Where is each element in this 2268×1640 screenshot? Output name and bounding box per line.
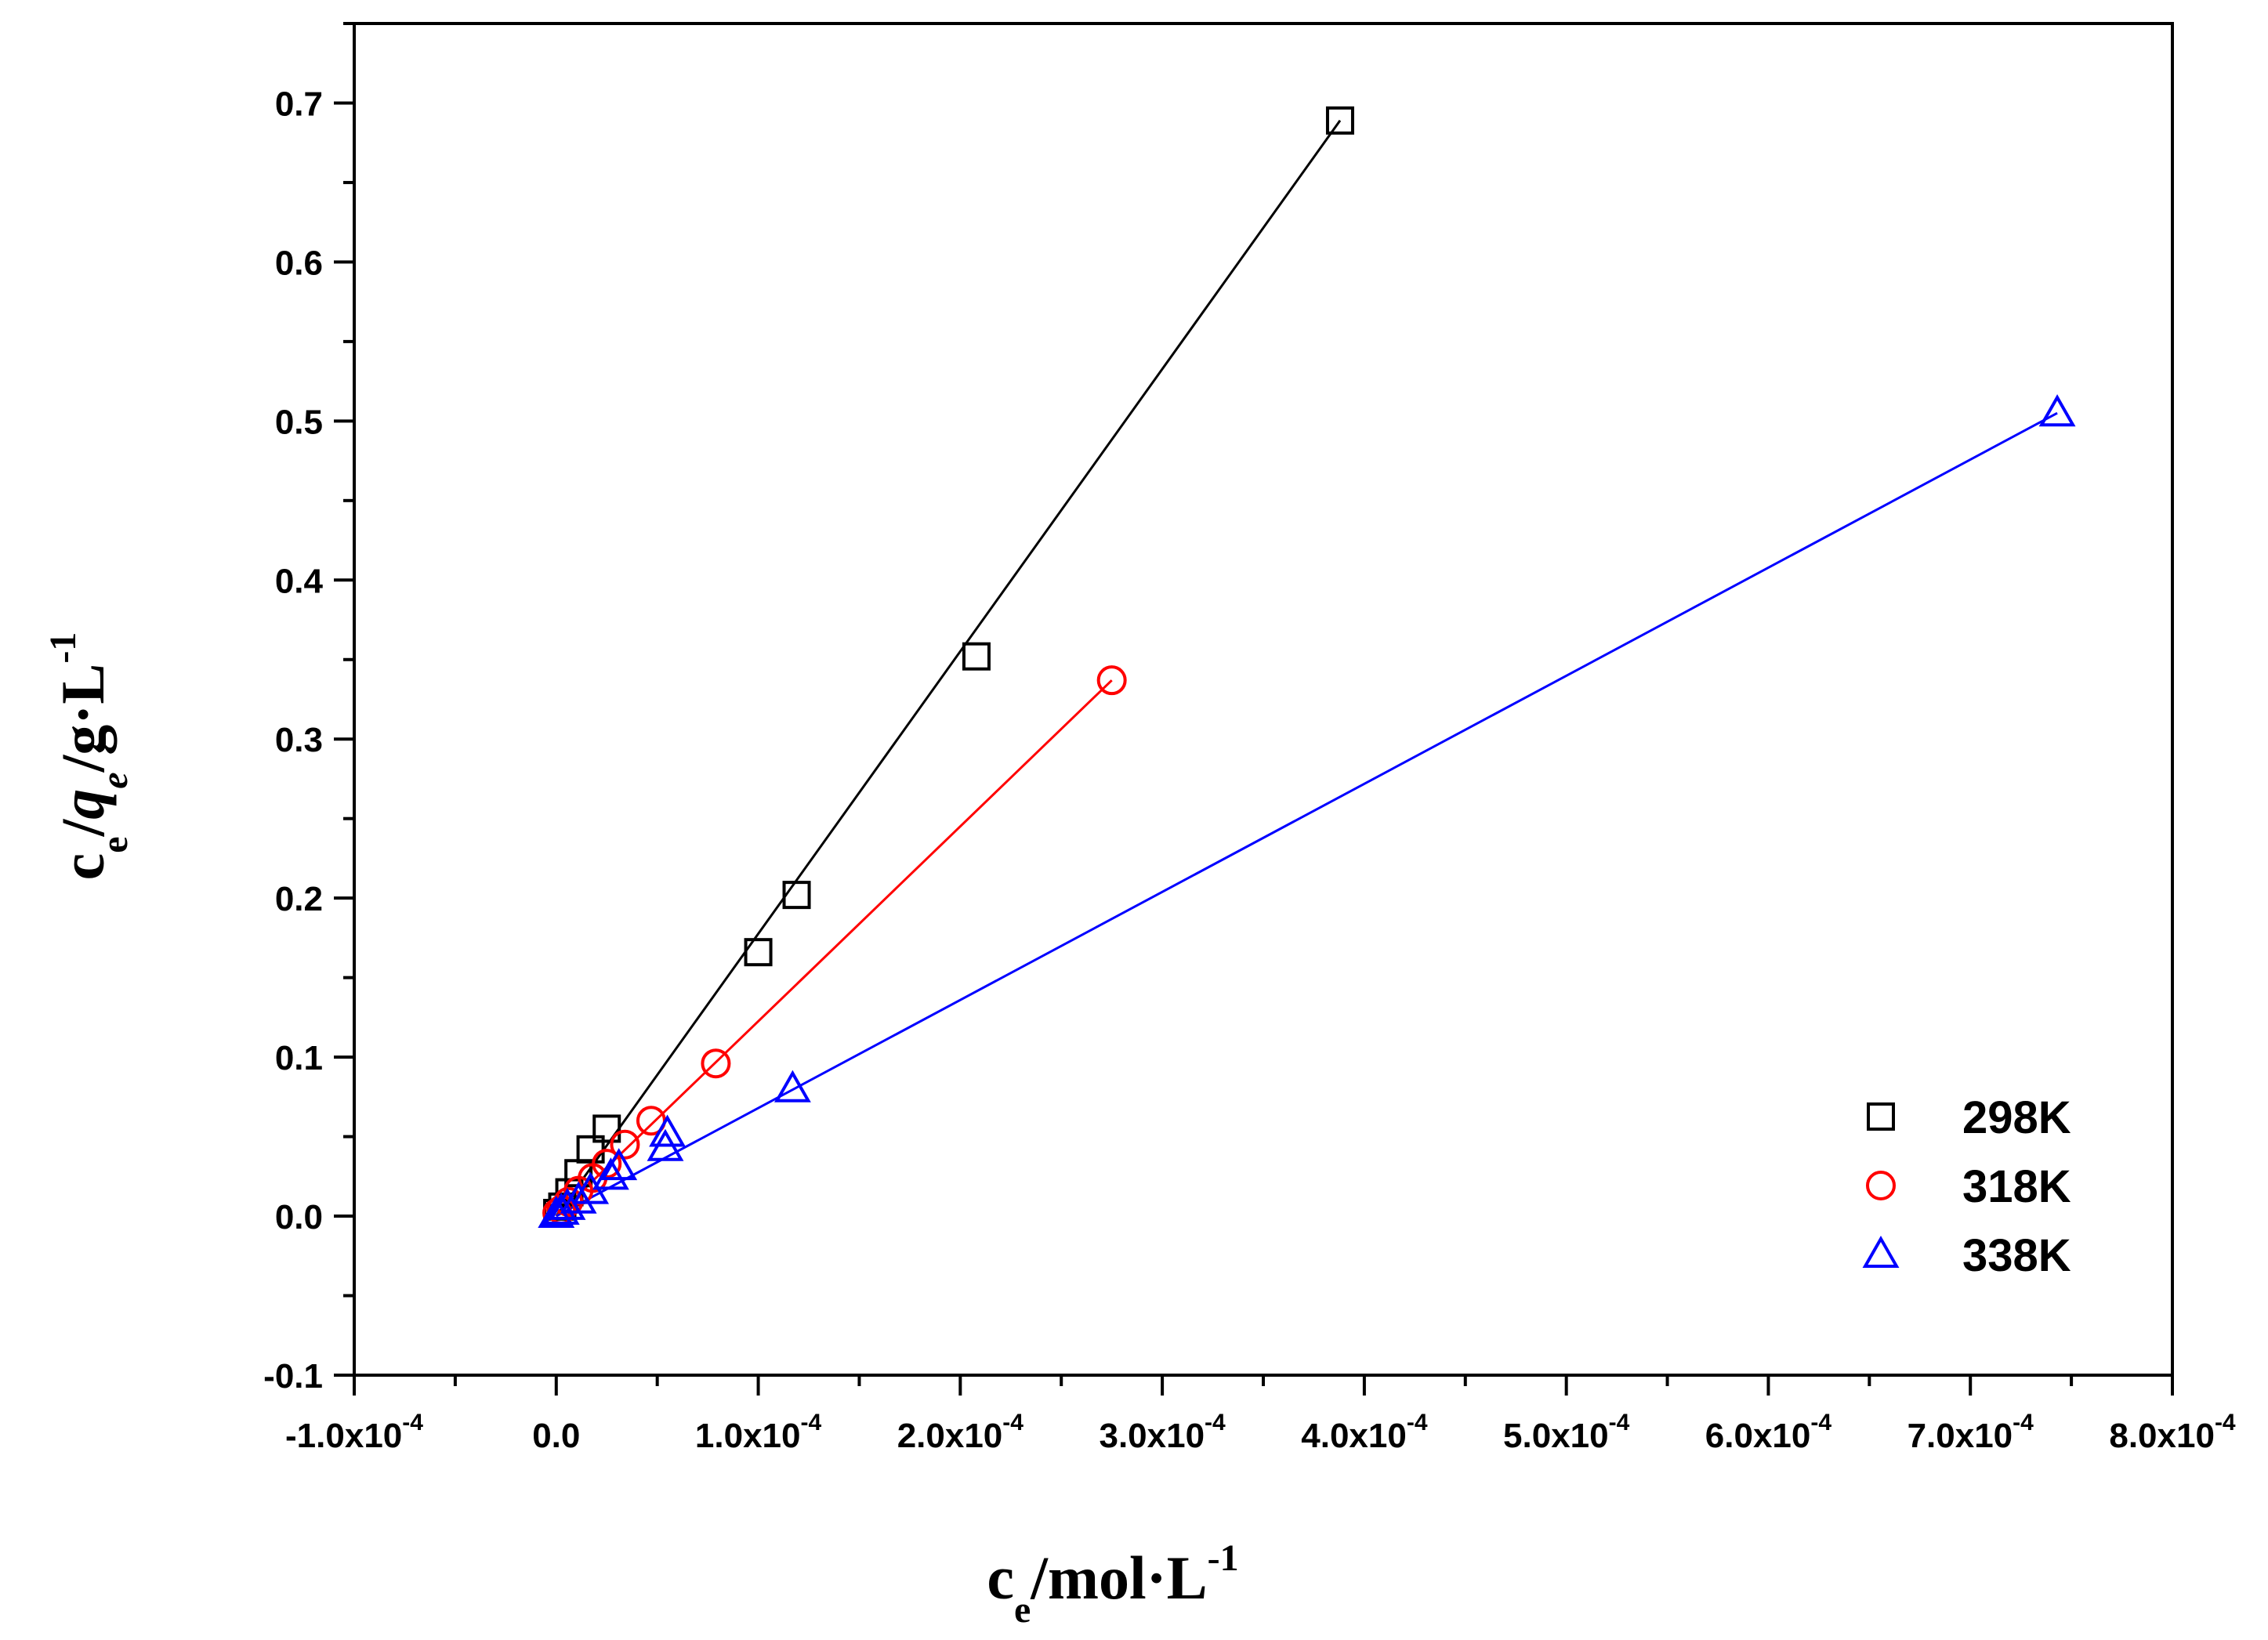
point-318k bbox=[592, 1149, 622, 1179]
y-tick-label: 0.4 bbox=[275, 562, 324, 600]
y-tick-label: 0.6 bbox=[275, 244, 323, 282]
legend-marker-298k bbox=[1867, 1102, 1895, 1131]
x-tick-mantissa: 7.0x10 bbox=[1908, 1417, 2013, 1455]
point-298k bbox=[744, 938, 773, 967]
point-338k bbox=[549, 1187, 586, 1220]
point-318k bbox=[610, 1129, 640, 1160]
y-tick-label: -0.1 bbox=[263, 1357, 323, 1396]
x-tick-mantissa: 2.0x10 bbox=[897, 1417, 1003, 1455]
y-axis-title-qsub: e bbox=[94, 772, 136, 788]
point-338k bbox=[542, 1192, 580, 1225]
x-axis-title-base: c bbox=[987, 1544, 1014, 1612]
x-tick-mantissa: 8.0x10 bbox=[2109, 1417, 2215, 1455]
legend: 298K 318K 338K bbox=[1862, 1092, 2071, 1281]
x-tick-label: 2.0x10-4 bbox=[897, 1410, 1024, 1455]
y-axis-title-mid: / bbox=[49, 818, 117, 837]
y-axis-title-sup: -1 bbox=[42, 632, 84, 664]
legend-label-298k: 298K bbox=[1962, 1092, 2071, 1143]
y-axis-title-sub: e bbox=[94, 836, 136, 853]
point-338k bbox=[774, 1070, 811, 1102]
y-axis-title: ce/qe/g·L-1 bbox=[42, 632, 136, 881]
y-tick-label: 0.7 bbox=[275, 85, 323, 123]
x-tick-label: 0.0 bbox=[532, 1417, 580, 1455]
legend-label-338k: 338K bbox=[1962, 1230, 2071, 1281]
point-338k bbox=[649, 1114, 687, 1147]
point-298k bbox=[782, 881, 811, 910]
x-axis-title-sup: -1 bbox=[1208, 1537, 1239, 1579]
x-tick-label: 8.0x10-4 bbox=[2109, 1410, 2236, 1455]
x-tick-label: 5.0x10-4 bbox=[1503, 1410, 1630, 1455]
x-tick-exponent: -4 bbox=[1810, 1410, 1831, 1435]
x-tick-label: -1.0x10-4 bbox=[285, 1410, 423, 1455]
point-338k bbox=[2038, 394, 2076, 427]
x-axis-title-rest: /mol·L bbox=[1030, 1544, 1207, 1612]
y-axis-title-base: c bbox=[49, 853, 117, 881]
x-axis-ticks: -1.0x10-4 0.0 1.0x10-4 2.0x10-4 3.0x10-4 4.0x… bbox=[285, 1375, 2236, 1455]
y-axis-title-rest: /g·L bbox=[49, 664, 117, 773]
x-tick-exponent: -4 bbox=[2013, 1410, 2034, 1435]
legend-marker-318k bbox=[1866, 1171, 1896, 1200]
point-298k bbox=[962, 642, 991, 671]
y-axis-ticks: -0.1 0.0 0.1 0.2 0.3 0.4 0.5 0.6 0.7 bbox=[263, 22, 354, 1396]
x-tick-exponent: -4 bbox=[1609, 1410, 1630, 1435]
legend-label-318k: 318K bbox=[1962, 1161, 2071, 1212]
x-tick-exponent: -4 bbox=[2215, 1410, 2236, 1435]
x-tick-mantissa: 5.0x10 bbox=[1503, 1417, 1609, 1455]
x-tick-exponent: -4 bbox=[801, 1410, 822, 1435]
x-tick-label: 4.0x10-4 bbox=[1301, 1410, 1428, 1455]
fit-line-338k bbox=[556, 411, 2058, 1218]
x-axis-title: ce/mol·L-1 bbox=[987, 1537, 1238, 1631]
x-tick-mantissa: 0.0 bbox=[532, 1417, 580, 1455]
y-axis-title-q: q bbox=[49, 789, 117, 820]
x-tick-mantissa: 3.0x10 bbox=[1099, 1417, 1205, 1455]
point-338k bbox=[592, 1157, 629, 1190]
legend-marker-338k bbox=[1862, 1235, 1900, 1268]
y-tick-label: 0.1 bbox=[275, 1039, 323, 1077]
point-298k bbox=[592, 1114, 621, 1143]
y-tick-label: 0.0 bbox=[275, 1198, 323, 1236]
x-tick-label: 1.0x10-4 bbox=[695, 1410, 822, 1455]
x-tick-mantissa: -1.0x10 bbox=[285, 1417, 402, 1455]
fit-line-318k bbox=[555, 679, 1113, 1218]
point-318k bbox=[1096, 665, 1127, 696]
x-axis-title-sub: e bbox=[1014, 1589, 1031, 1631]
x-tick-exponent: -4 bbox=[1002, 1410, 1023, 1435]
fit-lines bbox=[555, 119, 2058, 1218]
x-tick-mantissa: 6.0x10 bbox=[1705, 1417, 1811, 1455]
x-tick-exponent: -4 bbox=[1407, 1410, 1428, 1435]
y-tick-label: 0.5 bbox=[275, 403, 323, 441]
x-tick-label: 7.0x10-4 bbox=[1908, 1410, 2034, 1455]
fit-line-298k bbox=[555, 119, 1342, 1217]
x-tick-mantissa: 4.0x10 bbox=[1301, 1417, 1407, 1455]
data-points bbox=[538, 106, 2076, 1229]
point-298k bbox=[1325, 106, 1354, 135]
x-tick-exponent: -4 bbox=[402, 1410, 423, 1435]
point-338k bbox=[560, 1181, 597, 1214]
x-tick-label: 3.0x10-4 bbox=[1099, 1410, 1226, 1455]
x-tick-mantissa: 1.0x10 bbox=[695, 1417, 801, 1455]
x-tick-exponent: -4 bbox=[1205, 1410, 1226, 1435]
x-tick-label: 6.0x10-4 bbox=[1705, 1410, 1832, 1455]
point-318k bbox=[701, 1048, 731, 1079]
y-tick-label: 0.2 bbox=[275, 880, 323, 918]
point-338k bbox=[600, 1148, 638, 1181]
y-tick-label: 0.3 bbox=[275, 721, 323, 759]
